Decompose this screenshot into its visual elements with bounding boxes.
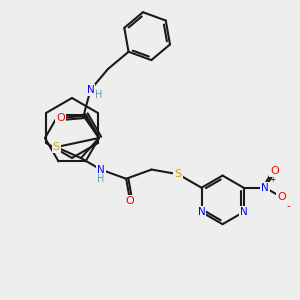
Text: H: H: [95, 90, 102, 100]
Text: H: H: [97, 173, 104, 184]
Text: O: O: [126, 196, 134, 206]
Text: N: N: [240, 207, 248, 217]
Text: -: -: [286, 201, 290, 211]
Text: S: S: [175, 169, 182, 179]
Text: S: S: [53, 142, 60, 152]
Text: N: N: [261, 183, 269, 193]
Text: O: O: [56, 113, 65, 123]
Text: +: +: [269, 175, 276, 184]
Text: N: N: [97, 164, 105, 175]
Text: O: O: [277, 192, 286, 202]
Text: N: N: [198, 207, 206, 217]
Text: O: O: [270, 167, 279, 176]
Text: N: N: [87, 85, 94, 95]
